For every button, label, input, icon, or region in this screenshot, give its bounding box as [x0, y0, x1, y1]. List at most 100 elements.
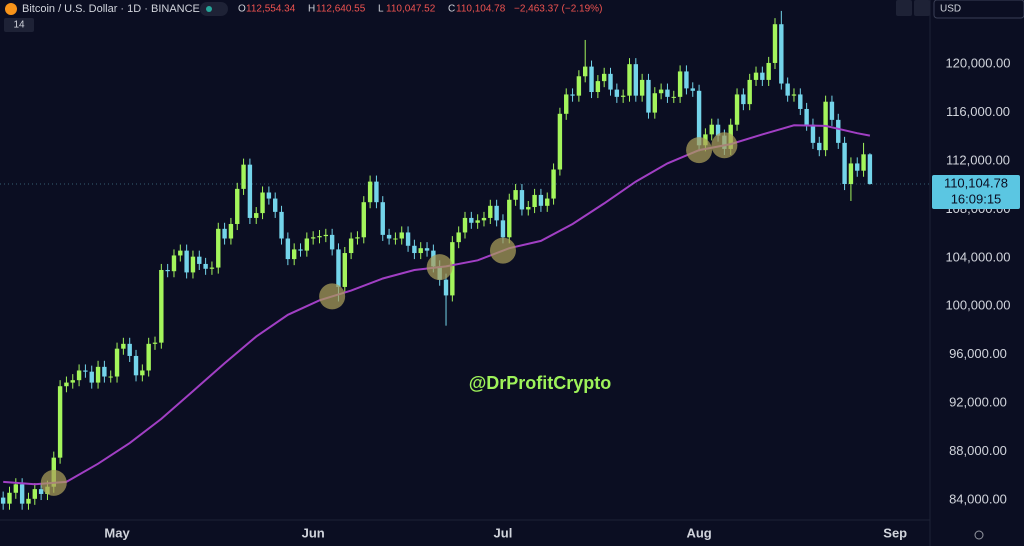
candle-body: [684, 71, 689, 89]
ohlc-label: C: [448, 4, 455, 15]
settings-icon[interactable]: [974, 530, 984, 540]
highlight: [686, 137, 713, 164]
candle-body: [178, 250, 183, 256]
indicator-count: 14: [13, 20, 25, 31]
ohlc-label: O: [238, 4, 246, 15]
candle-body: [13, 484, 19, 493]
y-tick-label: 100,000.00: [945, 298, 1010, 313]
candle-body: [475, 220, 480, 223]
candle-body: [38, 489, 44, 494]
candle-body: [317, 236, 322, 238]
y-tick-label: 84,000.00: [949, 491, 1007, 506]
candle-body: [658, 89, 664, 94]
candle-body: [279, 211, 284, 239]
candle-body: [633, 64, 639, 96]
candle-body: [443, 279, 449, 296]
candle-body: [690, 88, 695, 91]
candle-body: [184, 250, 189, 273]
candle-body: [203, 263, 208, 269]
y-tick-label: 116,000.00: [946, 104, 1010, 119]
ohlc-value: 110,047.52: [386, 4, 436, 15]
candle-body: [285, 238, 291, 260]
candle-body: [785, 83, 790, 96]
candle-body: [133, 355, 139, 376]
candle-body: [241, 164, 246, 189]
candle-body: [836, 119, 841, 143]
price-tag-countdown: 16:09:15: [951, 191, 1002, 206]
candle-body: [228, 223, 234, 239]
change: −2,463.37 (−2.19%): [514, 4, 602, 15]
candle-body: [171, 255, 177, 272]
candle-body: [608, 73, 613, 90]
candle-body: [614, 89, 620, 97]
candle-body: [583, 66, 588, 77]
ohlc-value: 112,554.34: [246, 4, 296, 15]
candle-body: [355, 237, 360, 239]
candle-body: [766, 62, 771, 80]
candle-body: [557, 113, 563, 170]
candle-body: [95, 366, 101, 383]
candle-body: [526, 207, 531, 210]
candle-body: [108, 376, 113, 378]
candle-body: [488, 205, 493, 218]
up-button[interactable]: [896, 0, 912, 16]
candle-body: [222, 228, 227, 239]
x-tick-label: Aug: [686, 525, 711, 540]
candle-body: [405, 232, 411, 246]
y-tick-label: 88,000.00: [949, 443, 1007, 458]
highlight: [40, 469, 67, 496]
candle-body: [140, 370, 145, 376]
candle-body: [589, 66, 594, 93]
candle-body: [507, 199, 512, 238]
candle-body: [310, 237, 316, 239]
candle-body: [76, 370, 82, 381]
candle-body: [715, 124, 721, 136]
candle-body: [152, 342, 158, 344]
candle-body: [545, 198, 550, 206]
candle-body: [709, 124, 714, 135]
price-tag: [932, 174, 1020, 209]
candle-body: [500, 220, 506, 238]
status-badge: [200, 2, 228, 16]
ohlc-readout: O 112,554.34 H 112,640.55 L 110,047.52 C 110,10…: [238, 4, 602, 15]
candle-body: [336, 249, 341, 287]
candle-body: [513, 190, 518, 200]
candle-body: [798, 94, 803, 109]
candle-body: [361, 202, 366, 238]
candle-body: [19, 484, 25, 504]
candle-body: [671, 96, 676, 98]
candle-body: [646, 79, 651, 113]
candle-body: [266, 192, 272, 199]
candle-body: [861, 154, 866, 171]
candle-body: [247, 164, 253, 218]
candle-body: [639, 79, 645, 96]
candle-body: [424, 248, 430, 251]
candle-body: [0, 497, 6, 504]
candle-body: [329, 234, 335, 250]
candle-body: [779, 24, 784, 84]
candle-body: [772, 24, 778, 63]
candle-body: [367, 181, 373, 203]
candle-body: [7, 492, 12, 504]
candle-body: [532, 194, 537, 208]
candle-body: [469, 217, 474, 223]
candle-body: [677, 71, 683, 97]
candle-body: [412, 245, 417, 254]
candle-body: [456, 232, 461, 243]
symbol-icon: [5, 3, 17, 15]
candle-body: [627, 64, 632, 96]
candle-body: [342, 253, 347, 287]
candle-body: [418, 248, 423, 254]
y-tick-label: 92,000.00: [949, 395, 1007, 410]
candle-body: [538, 194, 544, 206]
candle-body: [481, 217, 487, 221]
candle-body: [601, 73, 607, 82]
y-tick-label: 120,000.00: [945, 56, 1010, 71]
candle-body: [298, 249, 303, 251]
currency-select[interactable]: [933, 0, 1024, 19]
candle-body: [64, 382, 69, 387]
candle-body: [89, 371, 94, 383]
candle-body: [696, 90, 702, 146]
fullscreen-button[interactable]: [914, 0, 930, 16]
